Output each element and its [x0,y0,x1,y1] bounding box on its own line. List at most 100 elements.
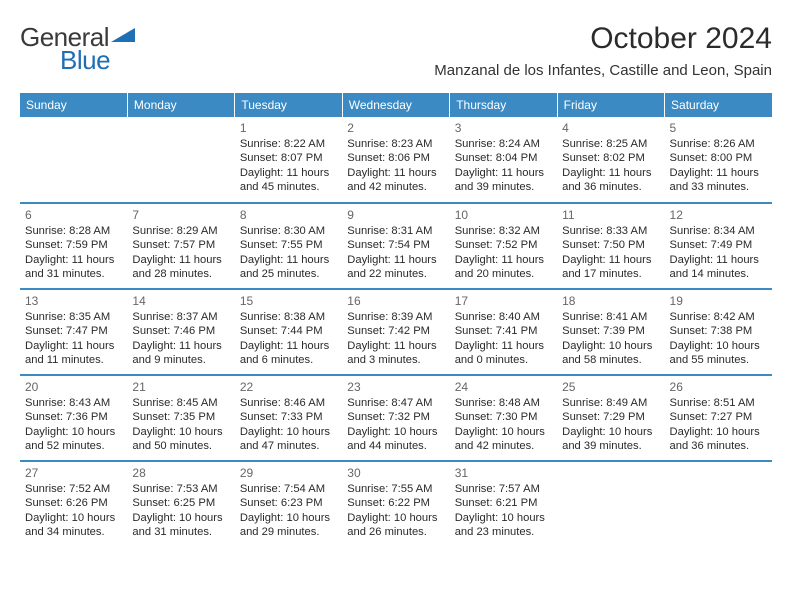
sunset-text: Sunset: 6:26 PM [25,496,122,510]
day-number: 25 [562,380,659,394]
calendar-day-cell: 2 Sunrise: 8:23 AMSunset: 8:06 PMDaylight… [342,117,449,203]
sunset-text: Sunset: 6:23 PM [240,496,337,510]
daylight-text: and 45 minutes. [240,180,337,194]
logo-word-2: Blue [60,45,150,76]
calendar-day-cell: 14Sunrise: 8:37 AMSunset: 7:46 PMDayligh… [127,289,234,375]
calendar-day-cell: 6Sunrise: 8:28 AMSunset: 7:59 PMDaylight… [20,203,127,289]
day-number: 2 [347,121,444,135]
sunrise-text: Sunrise: 7:52 AM [25,482,122,496]
day-number: 3 [455,121,552,135]
daylight-text: Daylight: 11 hours [455,166,552,180]
calendar-day-cell [127,117,234,203]
calendar-day-cell: 21 Sunrise: 8:45 AMSunset: 7:35 PMDayligh… [127,375,234,461]
sunrise-text: Sunrise: 8:35 AM [25,310,122,324]
day-number: 6 [25,208,122,222]
calendar-day-cell [665,461,772,547]
daylight-text: and 52 minutes. [25,439,122,453]
calendar-day-cell: 20Sunrise: 8:43 AMSunset: 7:36 PMDayligh… [20,375,127,461]
daylight-text: Daylight: 11 hours [347,166,444,180]
sunrise-text: Sunrise: 8:24 AM [455,137,552,151]
daylight-text: Daylight: 11 hours [347,253,444,267]
calendar-day-cell: 27 Sunrise: 7:52 AMSunset: 6:26 PMDayligh… [20,461,127,547]
daylight-text: and 14 minutes. [670,267,767,281]
calendar-day-cell: 12Sunrise: 8:34 AMSunset: 7:49 PMDayligh… [665,203,772,289]
day-number: 22 [240,380,337,394]
day-number: 11 [562,208,659,222]
daylight-text: Daylight: 11 hours [455,339,552,353]
sunset-text: Sunset: 6:21 PM [455,496,552,510]
calendar-day-cell: 7Sunrise: 8:29 AMSunset: 7:57 PMDaylight… [127,203,234,289]
sunrise-text: Sunrise: 8:49 AM [562,396,659,410]
calendar-day-cell: 8Sunrise: 8:30 AMSunset: 7:55 PMDaylight… [235,203,342,289]
sunset-text: Sunset: 7:36 PM [25,410,122,424]
daylight-text: Daylight: 11 hours [25,339,122,353]
daylight-text: Daylight: 10 hours [132,425,229,439]
calendar-day-cell: 22Sunrise: 8:46 AMSunset: 7:33 PMDayligh… [235,375,342,461]
daylight-text: and 58 minutes. [562,353,659,367]
sunset-text: Sunset: 7:41 PM [455,324,552,338]
sunset-text: Sunset: 8:07 PM [240,151,337,165]
sunrise-text: Sunrise: 8:23 AM [347,137,444,151]
day-number: 21 [132,380,229,394]
day-number: 8 [240,208,337,222]
daylight-text: and 34 minutes. [25,525,122,539]
daylight-text: Daylight: 10 hours [455,425,552,439]
calendar-day-cell: 29Sunrise: 7:54 AMSunset: 6:23 PMDayligh… [235,461,342,547]
calendar-day-cell: 25Sunrise: 8:49 AMSunset: 7:29 PMDayligh… [557,375,664,461]
daylight-text: and 20 minutes. [455,267,552,281]
sunrise-text: Sunrise: 7:54 AM [240,482,337,496]
logo-triangle-icon [111,26,135,47]
calendar-day-cell: 9Sunrise: 8:31 AMSunset: 7:54 PMDaylight… [342,203,449,289]
weekday-header: Wednesday [342,93,449,117]
calendar-day-cell: 1Sunrise: 8:22 AMSunset: 8:07 PMDaylight… [235,117,342,203]
daylight-text: Daylight: 11 hours [670,253,767,267]
daylight-text: Daylight: 10 hours [670,339,767,353]
sunrise-text: Sunrise: 8:22 AM [240,137,337,151]
daylight-text: Daylight: 11 hours [455,253,552,267]
daylight-text: Daylight: 10 hours [25,511,122,525]
sunset-text: Sunset: 7:27 PM [670,410,767,424]
calendar-day-cell: 4Sunrise: 8:25 AMSunset: 8:02 PMDaylight… [557,117,664,203]
day-number: 24 [455,380,552,394]
daylight-text: and 22 minutes. [347,267,444,281]
calendar-day-cell: 30Sunrise: 7:55 AMSunset: 6:22 PMDayligh… [342,461,449,547]
sunrise-text: Sunrise: 8:38 AM [240,310,337,324]
day-number: 27 [25,466,122,480]
calendar-week-row: 27Sunrise: 7:52 AMSunset: 6:26 PMDayligh… [20,461,772,547]
sunrise-text: Sunrise: 8:40 AM [455,310,552,324]
daylight-text: and 50 minutes. [132,439,229,453]
sunrise-text: Sunrise: 8:39 AM [347,310,444,324]
sunrise-text: Sunrise: 8:30 AM [240,224,337,238]
calendar-day-cell: 11Sunrise: 8:33 AMSunset: 7:50 PMDayligh… [557,203,664,289]
sunset-text: Sunset: 7:32 PM [347,410,444,424]
calendar-day-cell: 31Sunrise: 7:57 AMSunset: 6:21 PMDayligh… [450,461,557,547]
sunrise-text: Sunrise: 8:42 AM [670,310,767,324]
sunrise-text: Sunrise: 8:45 AM [132,396,229,410]
daylight-text: and 39 minutes. [562,439,659,453]
day-number: 19 [670,294,767,308]
sunset-text: Sunset: 7:33 PM [240,410,337,424]
sunset-text: Sunset: 7:38 PM [670,324,767,338]
calendar-day-cell: 18Sunrise: 8:41 AMSunset: 7:39 PMDayligh… [557,289,664,375]
calendar-day-cell: 17Sunrise: 8:40 AMSunset: 7:41 PMDayligh… [450,289,557,375]
calendar-page: GeneralBlue October 2024 Manzanal de los… [0,0,792,547]
sunrise-text: Sunrise: 8:32 AM [455,224,552,238]
sunrise-text: Sunrise: 8:25 AM [562,137,659,151]
logo: GeneralBlue [20,22,150,76]
daylight-text: Daylight: 11 hours [132,339,229,353]
day-number: 12 [670,208,767,222]
sunset-text: Sunset: 7:42 PM [347,324,444,338]
sunset-text: Sunset: 7:35 PM [132,410,229,424]
calendar-table: SundayMondayTuesdayWednesdayThursdayFrid… [20,93,772,547]
sunrise-text: Sunrise: 7:55 AM [347,482,444,496]
daylight-text: and 29 minutes. [240,525,337,539]
sunset-text: Sunset: 7:49 PM [670,238,767,252]
daylight-text: Daylight: 11 hours [240,339,337,353]
daylight-text: Daylight: 10 hours [670,425,767,439]
sunset-text: Sunset: 6:22 PM [347,496,444,510]
weekday-header: Monday [127,93,234,117]
daylight-text: and 6 minutes. [240,353,337,367]
sunset-text: Sunset: 8:06 PM [347,151,444,165]
daylight-text: Daylight: 10 hours [240,511,337,525]
sunset-text: Sunset: 7:29 PM [562,410,659,424]
